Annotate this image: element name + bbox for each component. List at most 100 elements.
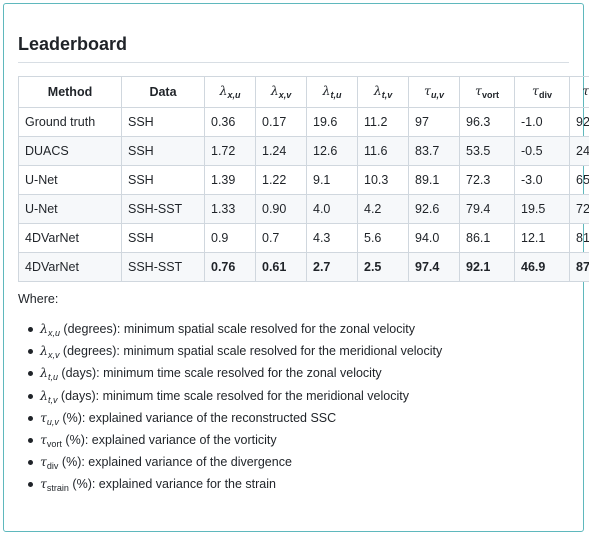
symbol-subscript: div [46,461,59,472]
metric-cell: 4.2 [357,194,409,224]
data-cell: SSH [121,107,205,137]
symbol-base: τ [424,83,431,99]
table-header-row: Method Data λx,u λx,v λt,u λt,v τu,v τvort τdiv τ… [18,76,589,108]
symbol-base: τ [475,83,482,99]
metric-cell: 46.9 [514,252,570,282]
definitions-list: λx,u (degrees): minimum spatial scale re… [18,318,442,496]
leaderboard-title: Leaderboard [18,34,128,54]
metric-cell: 0.90 [255,194,307,224]
definition-text: (%): explained variance of the reconstru… [58,410,337,425]
metric-cell: 4.0 [306,194,358,224]
symbol-base: τ [40,431,47,447]
symbol-base: τ [40,409,47,425]
title-divider [18,62,569,63]
definition-item: λx,u (degrees): minimum spatial scale re… [18,318,442,340]
symbol-subscript: strain [46,483,69,494]
metric-cell: 92.1 [569,107,589,137]
metric-cell: 86.1 [459,223,515,253]
metric-cell: 0.7 [255,223,307,253]
symbol-base: λ [40,343,48,359]
column-header: τvort [459,76,515,108]
metric-cell: 97 [408,107,460,137]
definition-item: λt,v (days): minimum time scale resolved… [18,385,442,407]
leaderboard-table: Method Data λx,u λx,v λt,u λt,v τu,v τvort τdiv τ… [18,76,589,282]
metric-cell: -1.0 [514,107,570,137]
definition-item: λt,u (days): minimum time scale resolved… [18,362,442,384]
metric-cell: 0.61 [255,252,307,282]
column-header: λx,v [255,76,307,108]
metric-cell: 1.22 [255,165,307,195]
definition-item: τdiv (%): explained variance of the dive… [18,451,442,473]
metric-cell: -3.0 [514,165,570,195]
metric-cell: 4.3 [306,223,358,253]
data-cell: SSH [121,165,205,195]
column-header: λx,u [204,76,256,108]
data-cell: SSH [121,136,205,166]
metric-cell: 1.72 [204,136,256,166]
metric-cell: 19.6 [306,107,358,137]
definition-item: τvort (%): explained variance of the vor… [18,429,442,451]
metric-cell: 1.33 [204,194,256,224]
table-row: Ground truth SSH 0.36 0.17 19.6 11.2 97 96.3 -1.… [18,107,589,137]
metric-cell: 0.76 [204,252,256,282]
symbol-base: τ [40,476,47,492]
symbol-subscript: x,v [278,90,292,101]
definition-item: τstrain (%): explained variance for the … [18,473,442,495]
column-header: λt,u [306,76,358,108]
table-row: U-Net SSH-SST 1.33 0.90 4.0 4.2 92.6 79.4 19.5 72… [18,194,589,224]
column-header: τu,v [408,76,460,108]
metric-cell: 83.7 [408,136,460,166]
definition-text: (%): explained variance of the vorticity [61,432,277,447]
symbol-subscript: t,v [47,394,58,405]
column-header: Method [18,76,122,108]
method-cell: DUACS [18,136,122,166]
symbol-subscript: t,u [330,90,342,101]
method-cell: U-Net [18,194,122,224]
metric-cell: 87.2 [569,252,589,282]
metric-cell: 89.1 [408,165,460,195]
metric-cell: 2.7 [306,252,358,282]
symbol-base: λ [40,387,48,403]
symbol-subscript: x,u [47,328,60,339]
metric-cell: 1.24 [255,136,307,166]
metric-cell: 53.5 [459,136,515,166]
column-header: Data [121,76,205,108]
definition-text: (%): explained variance of the divergenc… [58,455,292,470]
metric-cell: 96.3 [459,107,515,137]
metric-cell: 94.0 [408,223,460,253]
symbol-subscript: u,v [430,90,444,101]
column-header: λt,v [357,76,409,108]
symbol-subscript: vort [46,439,62,450]
metric-cell: 0.9 [204,223,256,253]
metric-cell: 11.2 [357,107,409,137]
symbol-base: λ [40,321,48,336]
metric-cell: 1.39 [204,165,256,195]
where-label: Where: [18,292,59,306]
metric-cell: -0.5 [514,136,570,166]
data-cell: SSH [121,223,205,253]
symbol-subscript: t,u [47,372,58,383]
symbol-base: λ [40,365,48,381]
definition-text: (degrees): minimum spatial scale resolve… [59,344,443,359]
definition-text: (days): minimum time scale resolved for … [57,388,409,403]
metric-cell: 97.4 [408,252,460,282]
definition-item: τu,v (%): explained variance of the reco… [18,407,442,429]
column-header: τdiv [514,76,570,108]
symbol-base: λ [322,83,331,99]
data-cell: SSH-SST [121,194,205,224]
symbol-base: λ [373,83,382,99]
column-header: τstrain [569,76,589,108]
symbol-subscript: t,v [381,90,393,101]
method-cell: 4DVarNet [18,252,122,282]
symbol-subscript: div [538,90,552,101]
metric-cell: 5.6 [357,223,409,253]
symbol-base: λ [219,83,228,99]
definition-item: λx,v (degrees): minimum spatial scale re… [18,340,442,362]
symbol-subscript: u,v [46,416,59,427]
method-cell: Ground truth [18,107,122,137]
metric-cell: 9.1 [306,165,358,195]
symbol-base: τ [532,83,539,99]
metric-cell: 12.1 [514,223,570,253]
definition-text: (degrees): minimum spatial scale resolve… [59,322,415,336]
